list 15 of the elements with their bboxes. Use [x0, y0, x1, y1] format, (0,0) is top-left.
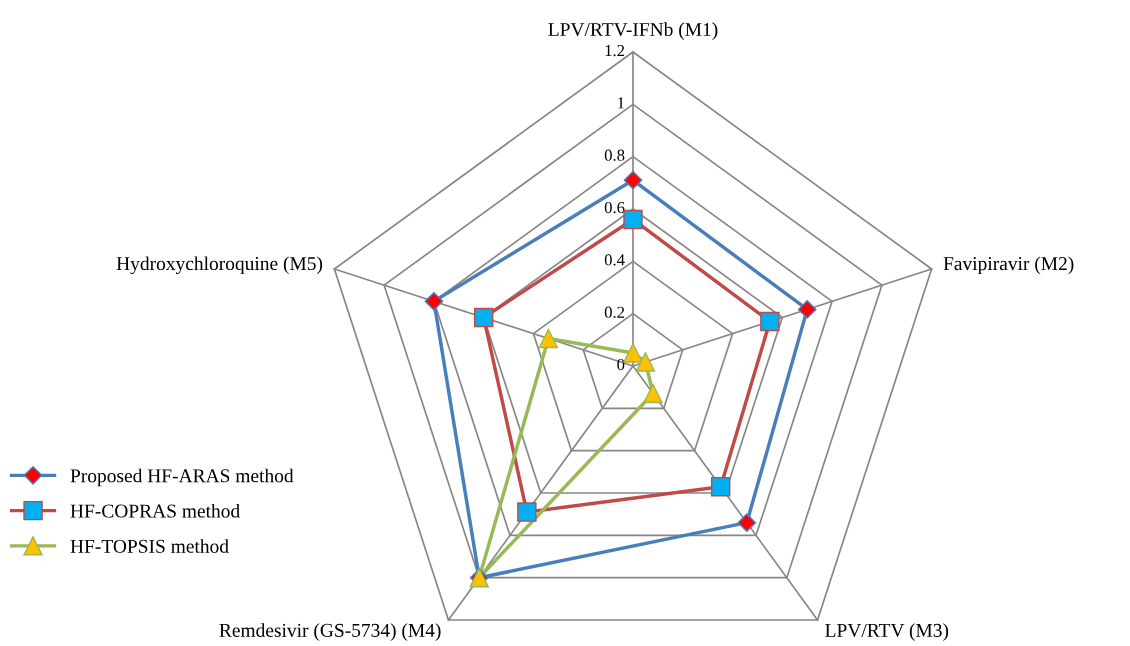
- legend-label: HF-TOPSIS method: [70, 539, 229, 553]
- y-tick-label: 0.4: [604, 254, 625, 266]
- legend-label: HF-COPRAS method: [70, 503, 240, 518]
- y-tick-label: 0.6: [604, 201, 625, 214]
- spoke-label: LPV/RTV-IFNb (M1): [548, 22, 718, 40]
- y-tick-label: 1.2: [605, 44, 625, 57]
- spoke-label: LPV/RTV (M3): [825, 623, 949, 641]
- y-tick-label: 1: [618, 97, 624, 109]
- y-tick-label: 0: [617, 358, 625, 371]
- spoke-label: Favipiravir (M2): [943, 256, 1074, 275]
- spoke-label: Remdesivir (GS-5734) (M4): [219, 623, 441, 641]
- legend-label: Proposed HF-ARAS method: [70, 468, 294, 487]
- spoke-label: Hydroxychloroquine (M5): [116, 256, 323, 275]
- y-tick-label: 0.8: [604, 149, 625, 161]
- y-tick-label: 0.2: [604, 306, 625, 318]
